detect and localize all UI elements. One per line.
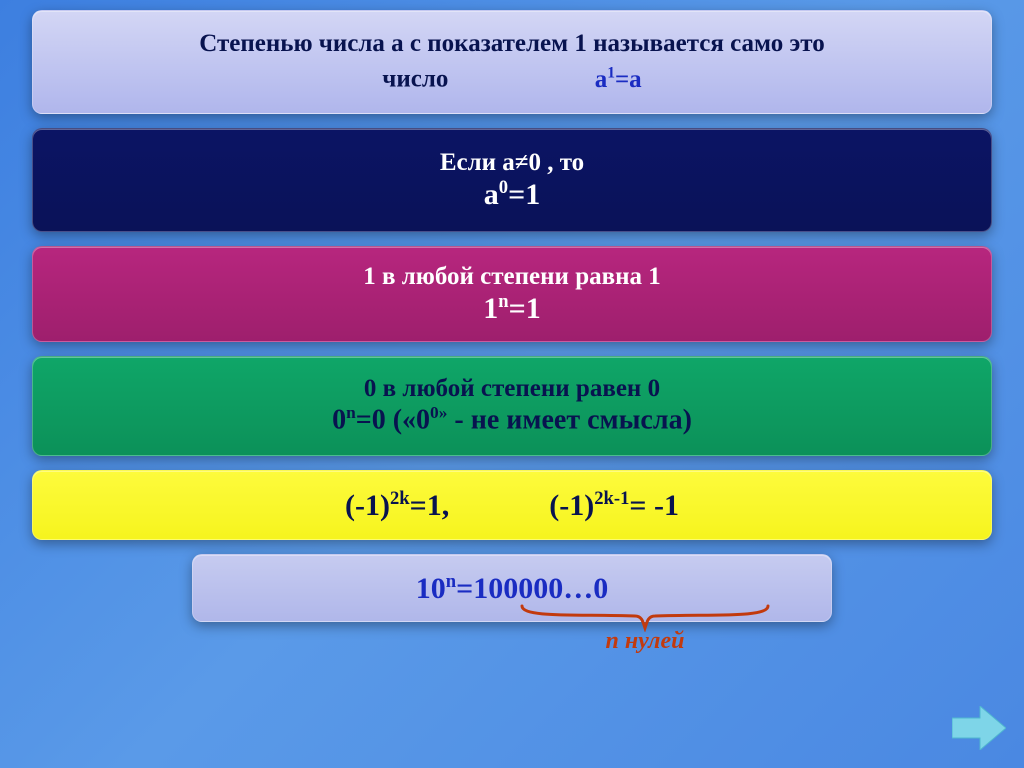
p3-base: 1 [483, 292, 498, 325]
panel-definition-exp1: Степенью числа a с показателем 1 называе… [32, 10, 992, 114]
p1-line2: число a1=a [382, 64, 641, 93]
p2-formula: a0=1 [484, 177, 540, 212]
p1-line1: Степенью числа a с показателем 1 называе… [199, 30, 825, 58]
p6-formula: 10n=100000…0 [416, 571, 608, 606]
p3-line1: 1 в любой степени равна 1 [363, 263, 661, 291]
p4-line1: 0 в любой степени равен 0 [364, 375, 660, 403]
p4-lsup: n [346, 403, 356, 422]
p5-formula2: (-1)2k-1= -1 [549, 488, 679, 523]
p5-f2-base: (-1) [549, 489, 594, 522]
p2-sup: 0 [499, 177, 508, 198]
p4-right: - не имеет смысла) [447, 405, 692, 436]
panel-zero-any-power: 0 в любой степени равен 0 0n=0 («00» - н… [32, 356, 992, 456]
p3-formula: 1n=1 [483, 291, 540, 326]
panel-ten-power-wrap: 10n=100000…0 n нулей [192, 554, 832, 622]
p2-rhs: =1 [508, 178, 540, 211]
p5-formula1: (-1)2k=1, [345, 488, 449, 523]
p3-rhs: =1 [509, 292, 541, 325]
p1-word: число [382, 66, 448, 93]
n-zeros-label: n нулей [520, 628, 770, 655]
p5-f1-sup: 2k [390, 488, 410, 509]
p4-isup: 0» [430, 403, 447, 422]
p1-rhs: =a [615, 66, 642, 93]
p5-f1-base: (-1) [345, 489, 390, 522]
p5-f1-rhs: =1, [410, 489, 450, 522]
p1-base: a [595, 66, 608, 93]
panel-one-any-power: 1 в любой степени равна 1 1n=1 [32, 246, 992, 342]
p2-line1: Если a≠0 , то [440, 149, 584, 177]
panel-neg-one-powers: (-1)2k=1, (-1)2k-1= -1 [32, 470, 992, 540]
p6-base: 10 [416, 572, 446, 605]
p6-rhs: =100000…0 [456, 572, 608, 605]
p2-base: a [484, 178, 499, 211]
panel-zero-exponent: Если a≠0 , то a0=1 [32, 128, 992, 232]
p1-sup: 1 [607, 64, 615, 81]
p5-f2-rhs: = -1 [629, 489, 679, 522]
p3-sup: n [498, 291, 508, 312]
p5-f2-sup: 2k-1 [594, 488, 629, 509]
p4-mid: =0 («0 [356, 405, 430, 436]
p4-formula: 0n=0 («00» - не имеет смысла) [332, 403, 692, 436]
p6-sup: n [446, 571, 456, 592]
next-arrow-icon[interactable] [952, 706, 1006, 750]
p4-lbase: 0 [332, 405, 346, 436]
p1-formula: a1=a [455, 66, 642, 93]
